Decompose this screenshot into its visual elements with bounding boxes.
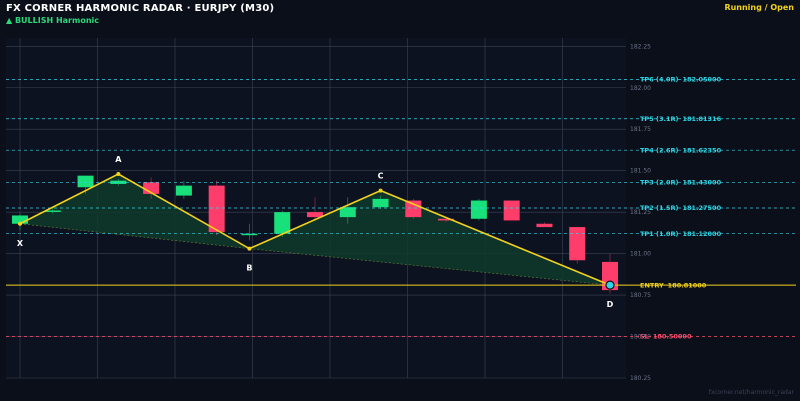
pattern-point-label: X [17,239,24,248]
candle-body [438,218,455,221]
candle-body [12,215,28,224]
candle-body [175,185,192,196]
level-label-target: TP2 (1.5R) 181.27500 [640,204,722,212]
pattern-point-marker [378,188,383,193]
candle-body [470,200,487,219]
pattern-point-label: B [246,264,252,273]
level-name: TP5 (3.1R) [640,115,678,123]
candle-body [339,207,356,218]
y-tick-label: 180.25 [630,375,651,382]
y-tick-label: 180.50 [630,334,651,341]
level-label-target: TP5 (3.1R) 181.81316 [640,115,722,123]
candle-body [307,212,323,218]
candle-body [405,200,422,218]
pattern-point-label: D [607,300,614,309]
level-price: 181.12000 [682,230,721,238]
y-tick-label: 180.75 [630,292,651,299]
pattern-point-marker [247,246,252,251]
pattern-point-marker [18,221,22,226]
footer-credit: fxcorner.net/harmonic_radar [708,389,794,396]
candle-body [241,233,258,236]
y-tick-label: 181.25 [630,209,651,216]
level-label-target: TP6 (4.0R) 182.05000 [640,76,722,84]
y-tick-label: 181.50 [630,168,651,175]
y-tick-label: 182.25 [630,43,651,50]
level-price: 181.81316 [682,115,721,123]
pattern-point-marker [116,172,121,176]
candle-body [274,212,291,234]
candle-body [143,182,160,194]
level-name: TP1 (1.0R) [640,230,678,238]
level-label-target: TP4 (2.6R) 181.62350 [640,146,722,154]
status-badge: Running / Open [724,3,794,12]
level-price: 181.62350 [682,146,721,154]
candle-body [77,175,94,188]
level-name: TP2 (1.5R) [640,204,678,212]
xb-leg [19,223,250,249]
level-name: ENTRY [640,281,664,289]
bcd-triangle [249,190,610,286]
level-label-target: TP3 (2.0R) 181.43000 [640,178,722,186]
candle-body [110,180,127,184]
candle-body [569,227,586,261]
chart-title: FX CORNER HARMONIC RADAR · EURJPY (M30) [6,3,275,14]
bd-leg [249,248,611,286]
level-label-target: TP1 (1.0R) 181.12000 [640,230,722,238]
pattern-point-label: C [378,172,384,181]
entry-point-marker [605,280,615,290]
candle-body [536,223,553,228]
pattern-direction-label: ▲ BULLISH Harmonic [6,16,99,25]
level-name: SL [640,333,649,341]
level-price: 182.05000 [682,76,721,84]
pattern-point-label: A [115,155,122,164]
level-label-entry: ENTRY 180.81000 [640,281,707,289]
y-tick-label: 182.00 [630,85,651,92]
level-name: TP3 (2.0R) [640,178,678,186]
level-name: TP6 (4.0R) [640,76,678,84]
level-price: 180.50000 [653,333,692,341]
candle-body [503,200,520,221]
candle-body [208,185,225,233]
level-label-stop: SL 180.50000 [640,333,692,341]
level-price: 180.81000 [668,281,707,289]
y-tick-label: 181.00 [630,251,651,258]
candle-body [44,210,61,212]
candle-body [372,198,389,208]
level-price: 181.27500 [682,204,721,212]
y-tick-label: 181.75 [630,126,651,133]
level-name: TP4 (2.6R) [640,146,678,154]
level-price: 181.43000 [682,178,721,186]
